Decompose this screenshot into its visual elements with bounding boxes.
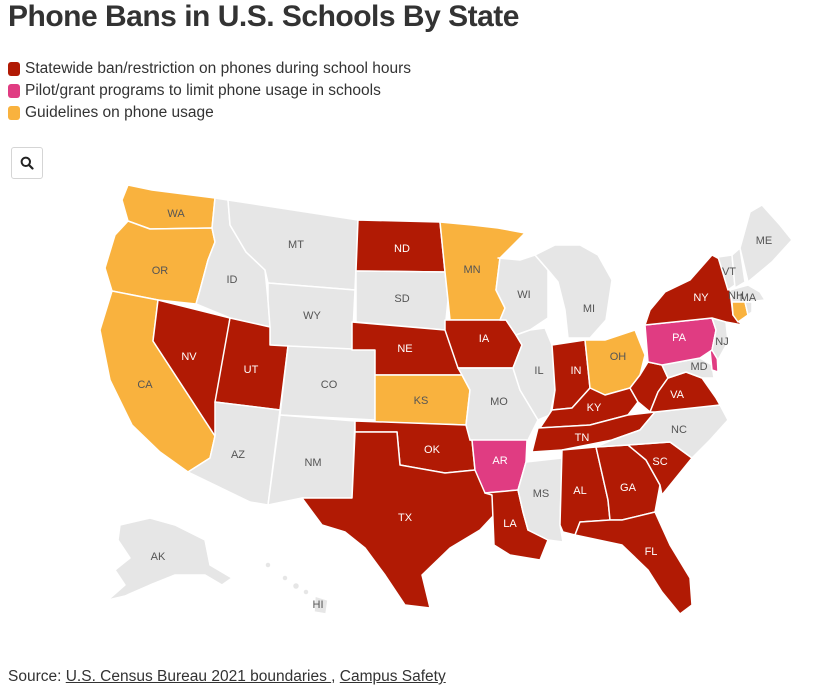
state-MI[interactable] [534, 244, 613, 339]
state-label-GA: GA [620, 482, 637, 494]
state-label-IA: IA [479, 333, 490, 345]
legend-swatch-guidelines [8, 106, 20, 120]
state-label-NE: NE [397, 343, 412, 355]
state-label-VT: VT [722, 266, 736, 278]
us-states-map[interactable]: WA OR CA NV ID MT WY UT CO AZ NM ND SD N… [0, 175, 833, 625]
state-label-MO: MO [490, 396, 508, 408]
state-label-SC: SC [652, 456, 667, 468]
state-label-KY: KY [587, 402, 602, 414]
state-label-NJ: NJ [715, 336, 728, 348]
state-label-IN: IN [571, 365, 582, 377]
legend-label-ban: Statewide ban/restriction on phones duri… [25, 60, 412, 77]
state-label-HI: HI [313, 599, 324, 611]
legend-item-pilot: Pilot/grant programs to limit phone usag… [8, 80, 411, 102]
state-HI[interactable] [264, 561, 329, 615]
state-label-UT: UT [244, 364, 259, 376]
source-separator: , [331, 668, 340, 685]
legend-label-guidelines: Guidelines on phone usage [25, 104, 214, 121]
state-OR[interactable] [104, 220, 216, 305]
state-label-CA: CA [137, 379, 153, 391]
state-label-FL: FL [645, 546, 658, 558]
state-label-PA: PA [672, 332, 687, 344]
state-label-MN: MN [463, 264, 480, 276]
state-label-TX: TX [398, 512, 413, 524]
state-label-IL: IL [534, 365, 543, 377]
states-layer [99, 184, 793, 615]
state-label-AR: AR [492, 455, 507, 467]
state-label-VA: VA [670, 389, 685, 401]
state-label-NC: NC [671, 424, 687, 436]
legend-swatch-pilot [8, 84, 20, 98]
source-line: Source: U.S. Census Bureau 2021 boundari… [8, 668, 446, 686]
source-link-census[interactable]: U.S. Census Bureau 2021 boundaries [65, 668, 332, 685]
state-label-TN: TN [575, 432, 590, 444]
state-label-MS: MS [533, 488, 550, 500]
state-label-AL: AL [573, 485, 586, 497]
state-label-AZ: AZ [231, 449, 245, 461]
legend-swatch-ban [8, 62, 20, 76]
legend-item-guidelines: Guidelines on phone usage [8, 102, 411, 124]
state-label-ND: ND [394, 243, 410, 255]
state-label-OR: OR [152, 265, 169, 277]
state-CT[interactable] [731, 301, 749, 323]
state-label-AK: AK [151, 551, 166, 563]
source-link-campus-safety[interactable]: Campus Safety [339, 668, 446, 685]
state-AK[interactable] [107, 517, 233, 601]
legend: Statewide ban/restriction on phones duri… [8, 58, 411, 124]
state-NC[interactable] [595, 404, 729, 459]
state-label-LA: LA [503, 518, 517, 530]
legend-label-pilot: Pilot/grant programs to limit phone usag… [25, 82, 381, 99]
state-label-CO: CO [321, 379, 338, 391]
search-icon [20, 156, 34, 170]
state-label-ID: ID [227, 274, 238, 286]
state-TX[interactable] [301, 431, 495, 609]
state-label-NY: NY [693, 292, 709, 304]
state-NH[interactable] [731, 247, 746, 289]
state-ME[interactable] [739, 204, 793, 283]
page-title: Phone Bans in U.S. Schools By State [8, 0, 519, 33]
state-label-ME: ME [756, 235, 773, 247]
state-RI[interactable] [744, 301, 753, 316]
state-label-SD: SD [394, 293, 409, 305]
state-label-WY: WY [303, 310, 321, 322]
state-label-NH: NH [728, 290, 744, 302]
state-label-NM: NM [304, 457, 321, 469]
state-SD[interactable] [355, 270, 449, 331]
state-label-KS: KS [414, 395, 429, 407]
state-FL[interactable] [574, 511, 693, 615]
state-label-OH: OH [610, 351, 627, 363]
state-label-MD: MD [690, 361, 707, 373]
legend-item-ban: Statewide ban/restriction on phones duri… [8, 58, 411, 80]
state-label-WI: WI [517, 289, 530, 301]
state-label-OK: OK [424, 444, 441, 456]
state-label-MT: MT [288, 239, 304, 251]
state-label-MI: MI [583, 303, 595, 315]
state-label-NV: NV [181, 351, 197, 363]
map-search-button[interactable] [11, 147, 43, 179]
source-prefix: Source: [8, 668, 66, 685]
state-labels: WA OR CA NV ID MT WY UT CO AZ NM ND SD N… [137, 208, 772, 611]
state-label-WA: WA [167, 208, 185, 220]
state-label-MA: MA [740, 292, 757, 304]
